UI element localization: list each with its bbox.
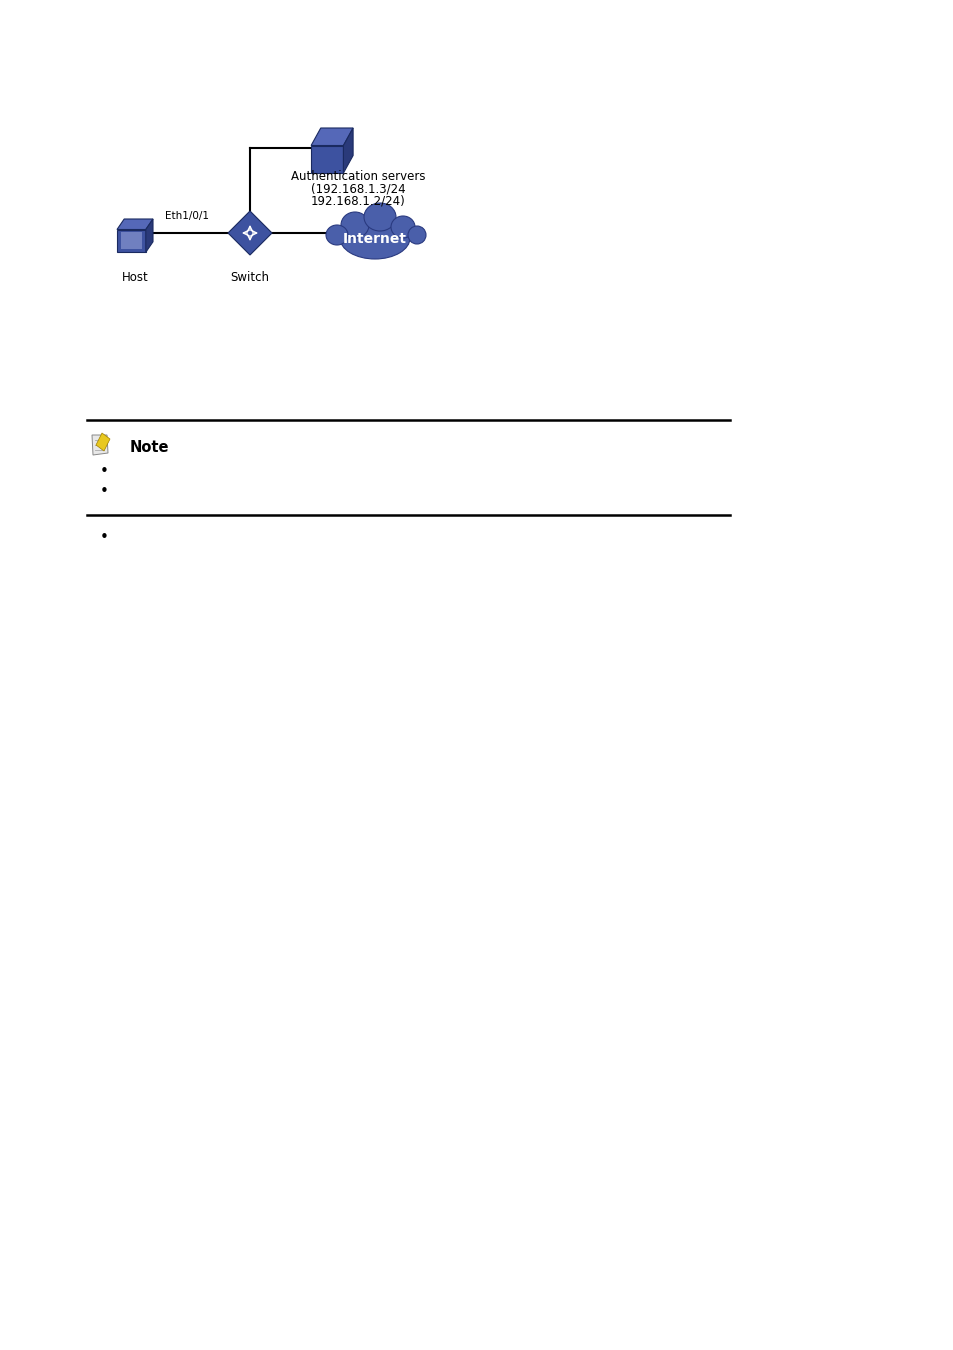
Text: Switch: Switch (231, 271, 269, 284)
Polygon shape (96, 433, 110, 451)
Ellipse shape (391, 216, 415, 238)
Polygon shape (311, 146, 343, 173)
Text: •: • (100, 531, 109, 545)
Ellipse shape (408, 225, 426, 244)
Ellipse shape (326, 225, 348, 244)
Text: (192.168.1.3/24: (192.168.1.3/24 (311, 182, 405, 194)
Ellipse shape (364, 202, 395, 231)
Polygon shape (120, 232, 142, 248)
Text: Internet: Internet (343, 232, 407, 246)
Polygon shape (117, 230, 146, 252)
Text: Note: Note (130, 440, 170, 455)
Polygon shape (91, 435, 108, 455)
Ellipse shape (339, 217, 410, 259)
Text: Authentication servers: Authentication servers (291, 170, 425, 184)
Polygon shape (117, 219, 152, 230)
Text: •: • (100, 485, 109, 500)
Polygon shape (228, 211, 272, 255)
Polygon shape (343, 128, 353, 173)
Text: Eth1/0/1: Eth1/0/1 (165, 211, 209, 221)
Text: 192.168.1.2/24): 192.168.1.2/24) (311, 194, 405, 207)
Text: Host: Host (121, 271, 149, 284)
Polygon shape (146, 219, 152, 252)
Ellipse shape (340, 212, 369, 238)
Text: •: • (100, 464, 109, 479)
Polygon shape (311, 128, 353, 146)
